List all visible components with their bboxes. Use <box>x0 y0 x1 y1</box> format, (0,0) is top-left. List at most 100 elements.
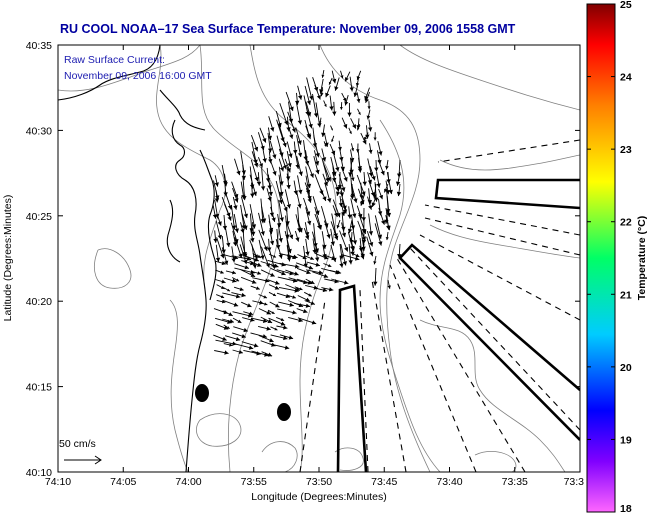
current-vector-head <box>237 319 242 323</box>
current-vector-head <box>361 229 367 234</box>
current-vector-head <box>284 120 289 125</box>
current-vector-head <box>272 154 277 159</box>
current-vector-head <box>328 287 334 292</box>
current-vector-head <box>321 157 327 162</box>
current-vector-head <box>353 92 358 97</box>
current-vector-head <box>217 221 222 226</box>
current-vector-head <box>247 313 253 318</box>
current-vector-head <box>379 194 383 200</box>
current-vector-head <box>302 255 307 259</box>
current-vector-head <box>306 100 312 105</box>
current-vector-head <box>257 271 261 275</box>
current-vector-head <box>227 216 232 221</box>
current-vector-head <box>282 164 287 170</box>
current-vector-head <box>295 237 300 242</box>
current-vector-head <box>286 127 291 132</box>
y-tick-label: 40:35 <box>26 40 52 52</box>
current-vector-head <box>364 98 370 103</box>
current-vector-head <box>364 136 368 141</box>
current-vector-head <box>287 163 292 168</box>
current-vector-head <box>396 191 402 197</box>
current-vector-head <box>313 113 319 118</box>
x-tick-label: 74:10 <box>45 476 71 488</box>
colorbar-tick-label: 23 <box>620 144 632 156</box>
current-vector-head <box>278 254 283 259</box>
current-vector-head <box>373 137 377 141</box>
current-vector-head <box>279 191 284 197</box>
current-vector-head <box>336 270 342 275</box>
current-vector-head <box>262 158 267 163</box>
current-vector-head <box>223 325 229 330</box>
current-vector-head <box>251 231 256 236</box>
colorbar-tick-label: 21 <box>620 289 632 301</box>
current-vector-head <box>250 193 255 198</box>
current-vector-head <box>324 142 329 147</box>
current-vector-head <box>340 75 344 79</box>
current-vector-head <box>263 295 267 299</box>
current-vector-head <box>324 104 327 107</box>
current-vector-head <box>278 238 283 243</box>
current-vector-head <box>271 311 275 314</box>
current-vector-head <box>385 209 391 214</box>
current-vector-head <box>381 220 386 225</box>
current-vector-head <box>310 256 314 260</box>
colorbar-tick-label: 18 <box>620 503 632 515</box>
current-vector-head <box>334 235 339 241</box>
current-vector-head <box>352 213 357 218</box>
current-vector-head <box>243 225 248 230</box>
current-vector-head <box>333 212 338 217</box>
current-vector-head <box>229 319 234 324</box>
current-vector-head <box>236 278 240 282</box>
current-vector-head <box>221 279 226 284</box>
current-vector-head <box>388 189 393 195</box>
current-vector-head <box>315 169 320 175</box>
current-vector-head <box>272 293 276 296</box>
current-vector-head <box>395 181 401 186</box>
current-vector-head <box>372 194 377 199</box>
current-vector-head <box>266 326 271 331</box>
current-vector-head <box>254 162 259 168</box>
x-tick-label: 73:45 <box>371 476 397 488</box>
current-vector-head <box>213 238 218 243</box>
current-vector-head <box>275 280 280 285</box>
current-vector-head <box>222 336 227 341</box>
temperature-colorbar: 25 24 23 22 21 20 19 18 Temperature (°C) <box>586 0 648 515</box>
current-label-line1: Raw Surface Current: <box>64 54 165 66</box>
current-vector-head <box>271 217 276 222</box>
current-vector-head <box>371 202 376 207</box>
current-vector <box>374 215 382 240</box>
current-vector-head <box>397 254 402 259</box>
current-vector-head <box>342 97 347 102</box>
site-marker-2 <box>277 403 291 421</box>
current-vector-head <box>309 173 314 178</box>
current-vector-head <box>252 191 257 196</box>
current-vector-head <box>386 179 391 184</box>
current-vector-head <box>292 310 297 315</box>
current-vector-head <box>297 140 302 145</box>
current-vector-head <box>238 350 243 354</box>
x-tick-label: 73:50 <box>306 476 332 488</box>
current-vector-head <box>374 167 379 172</box>
current-vector-head <box>317 224 322 230</box>
current-vector-head <box>233 302 239 307</box>
current-vector-head <box>289 134 294 139</box>
current-vector <box>305 175 311 201</box>
x-axis: 74:10 74:05 74:00 73:55 73:50 73:45 73:40 73:35… <box>45 45 584 503</box>
current-vector <box>249 204 256 229</box>
current-vector-head <box>335 167 340 172</box>
current-vector-head <box>308 293 312 297</box>
current-vector-head <box>315 262 320 267</box>
current-vector-head <box>312 249 317 254</box>
current-vector-head <box>266 310 271 315</box>
current-vector-head <box>341 232 347 238</box>
current-vector-head <box>345 77 349 82</box>
current-vector-head <box>292 295 296 299</box>
current-vector-head <box>347 228 353 234</box>
current-vector-head <box>235 294 241 299</box>
current-vector-head <box>323 181 328 186</box>
current-vector-head <box>306 189 311 195</box>
current-vector-head <box>295 287 300 291</box>
current-vector-head <box>254 257 259 262</box>
current-vector <box>230 204 236 230</box>
current-vector-head <box>307 198 312 203</box>
